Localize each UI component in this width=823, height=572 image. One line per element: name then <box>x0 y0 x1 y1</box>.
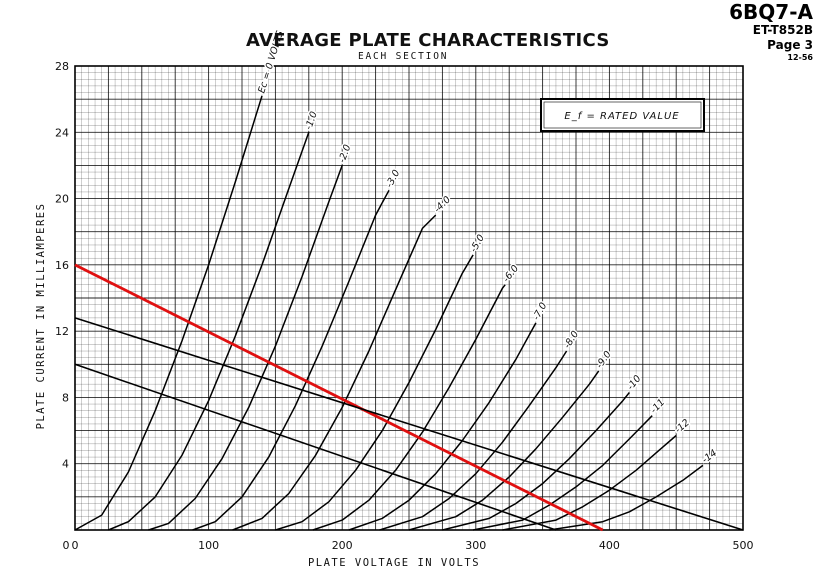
curve-label: -5.0 <box>468 233 487 255</box>
curve-label: -1.0 <box>303 110 320 131</box>
plate-curve <box>108 132 310 531</box>
load-line <box>74 363 557 531</box>
curve-label: -4.0 <box>432 194 453 215</box>
curve-label: -7.0 <box>531 301 550 323</box>
y-tick-label: 12 <box>55 325 69 338</box>
rated-value-box: E_f = RATED VALUE <box>540 98 705 132</box>
y-tick-label: 16 <box>55 259 69 272</box>
tube-type: 6BQ7-A <box>729 0 813 24</box>
curve-label: -6.0 <box>501 263 521 284</box>
document-number: ET-T852B <box>752 23 813 37</box>
plate-curve <box>379 350 568 531</box>
load-line <box>74 317 744 531</box>
curve-label: -11 <box>648 397 667 416</box>
plate-curve <box>502 434 677 531</box>
y-tick-label: 8 <box>62 391 69 404</box>
legend-box-text: E_f = RATED VALUE <box>564 111 679 122</box>
page-number: Page 3 <box>767 38 813 52</box>
y-tick-label: 24 <box>55 126 69 139</box>
load-lines <box>74 263 744 532</box>
curve-label: -10 <box>625 373 643 392</box>
legend-box-frame <box>540 98 705 132</box>
plate-curve <box>232 214 437 531</box>
y-axis-label: PLATE CURRENT IN MILLIAMPERES <box>35 203 47 430</box>
plate-curve <box>472 415 653 531</box>
curve-label: -9.0 <box>594 349 614 370</box>
grid <box>74 65 744 531</box>
plate-curve <box>549 464 704 531</box>
plate-curve <box>74 95 263 531</box>
chart-subtitle: EACH SECTION <box>358 51 449 62</box>
y-tick-label: 4 <box>62 458 69 471</box>
load-line <box>74 263 604 532</box>
x-tick-label: 500 <box>733 539 754 552</box>
chart-title: AVERAGE PLATE CHARACTERISTICS <box>246 30 610 51</box>
plate-curves <box>74 95 704 531</box>
curve-label: -3.0 <box>384 168 402 190</box>
x-tick-label: 200 <box>332 539 353 552</box>
x-tick-label: 0 <box>63 539 70 552</box>
plate-curve <box>192 189 390 531</box>
y-tick-label: 20 <box>55 193 69 206</box>
plate-curve <box>312 284 506 531</box>
curve-label: -8.0 <box>562 329 581 351</box>
x-tick-label: 300 <box>465 539 486 552</box>
plate-curve <box>348 322 537 531</box>
plate-curve <box>148 165 343 531</box>
x-axis-label: PLATE VOLTAGE IN VOLTS <box>308 557 480 569</box>
legend-box-inner <box>543 101 702 129</box>
plate-curve <box>275 254 474 531</box>
x-tick-label: 400 <box>599 539 620 552</box>
curve-label: -2.0 <box>337 143 354 164</box>
plate-curve <box>408 370 600 531</box>
x-tick-label: 100 <box>198 539 219 552</box>
x-tick-label: 0 <box>72 539 79 552</box>
y-tick-label: 28 <box>55 60 69 73</box>
issue-date: 12-56 <box>787 53 813 62</box>
